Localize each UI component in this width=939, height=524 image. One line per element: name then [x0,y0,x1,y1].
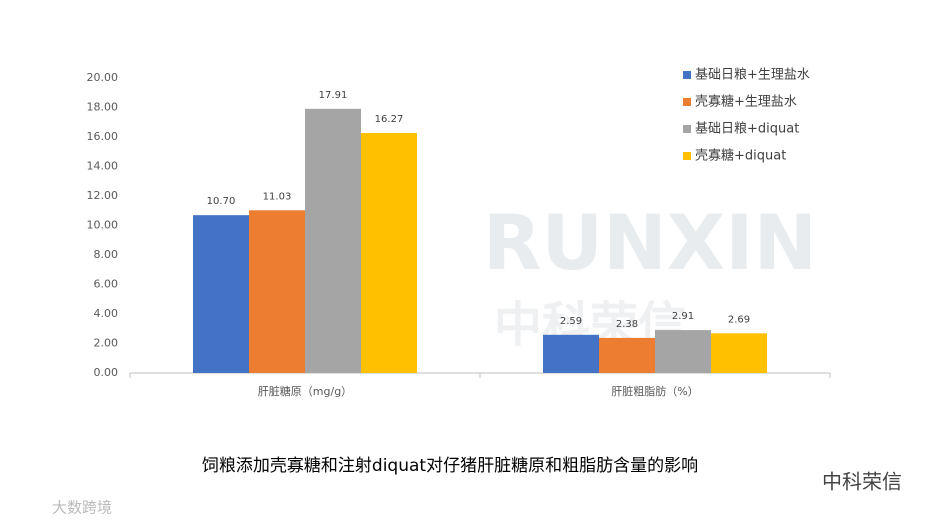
y-tick-label: 20.00 [87,71,119,84]
legend-label: 基础日粮+生理盐水 [695,68,810,83]
bar [361,133,417,373]
y-tick-label: 2.00 [94,337,119,350]
bar [305,108,361,373]
data-label: 2.69 [728,314,750,325]
data-label: 2.38 [616,319,638,330]
bar [249,210,305,373]
footer-mark: 大数跨境 [52,499,112,517]
y-tick-label: 18.00 [87,101,119,114]
legend-swatch [683,71,691,79]
caption: 饲粮添加壳寡糖和注射diquat对仔猪肝脏糖原和粗脂肪含量的影响 [202,456,698,476]
x-tick-label: 肝脏糖原（mg/g） [258,384,352,398]
data-label: 16.27 [375,114,404,125]
legend-label: 壳寡糖+生理盐水 [695,94,797,110]
legend-label: 壳寡糖+diquat [695,148,786,164]
y-tick-label: 4.00 [94,307,119,320]
data-label: 2.91 [672,311,694,322]
legend-swatch [683,98,691,106]
footer-logo: 中科荣信 [822,470,902,494]
bar [599,337,655,373]
data-label: 17.91 [319,90,348,101]
x-tick-label: 肝脏粗脂肪（%） [611,384,698,398]
legend-swatch [683,152,691,160]
bar [655,330,711,373]
legend-label: 基础日粮+diquat [695,122,799,137]
data-label: 11.03 [263,191,292,202]
y-tick-label: 14.00 [87,160,119,173]
bar [543,334,599,373]
y-tick-label: 10.00 [87,219,119,232]
y-tick-label: 0.00 [94,366,119,379]
y-tick-label: 16.00 [87,130,119,143]
y-tick-label: 6.00 [94,278,119,291]
data-label: 2.59 [560,316,582,327]
bar [711,333,767,373]
legend-swatch [683,125,691,133]
y-tick-label: 8.00 [94,248,119,261]
data-label: 10.70 [207,196,236,207]
y-tick-label: 12.00 [87,189,119,202]
bar [193,215,249,373]
watermark: RUNXIN [483,198,817,287]
